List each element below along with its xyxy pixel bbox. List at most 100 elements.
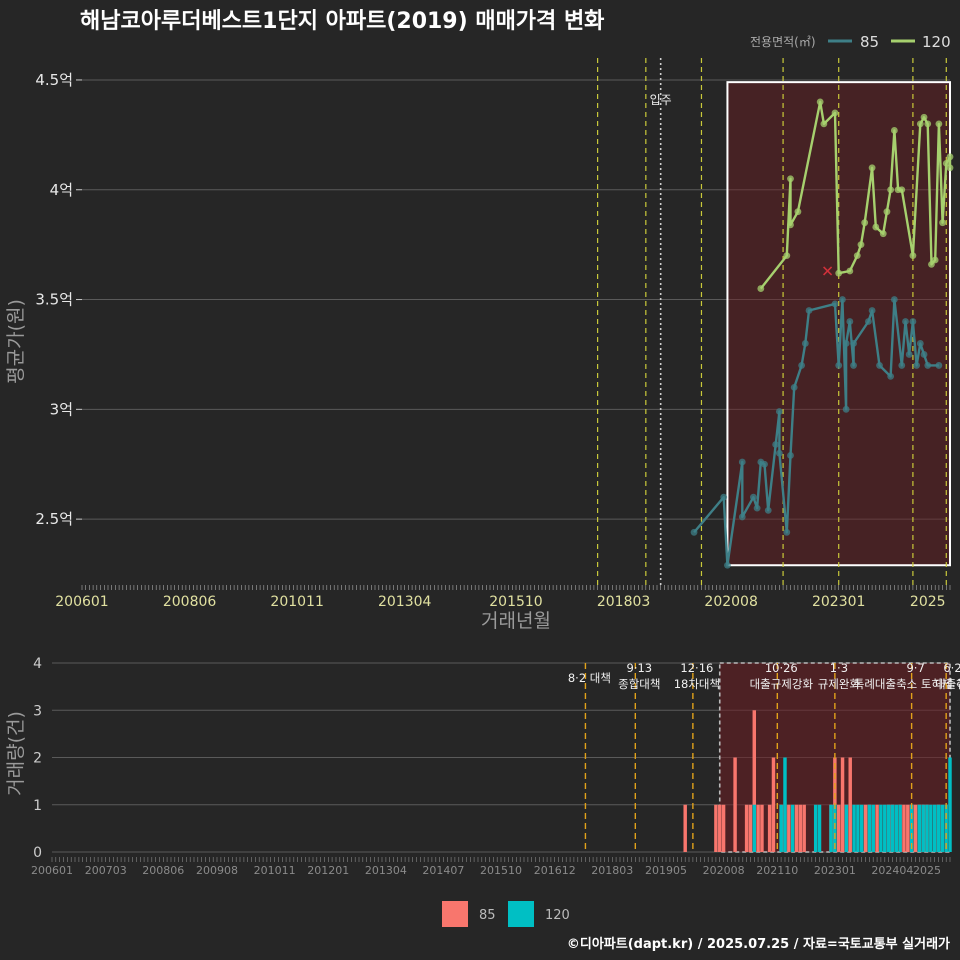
price-point-85 bbox=[775, 408, 783, 415]
volume-x-tick-label: 201304 bbox=[365, 864, 407, 877]
volume-bar-120 bbox=[948, 757, 952, 852]
price-point-85 bbox=[890, 296, 898, 303]
volume-y-axis-title: 거래량(건) bbox=[5, 711, 27, 796]
price-point-120 bbox=[787, 175, 794, 183]
price-point-120 bbox=[946, 164, 954, 172]
volume-bar-85 bbox=[863, 804, 868, 852]
price-point-85 bbox=[887, 372, 895, 380]
price-point-85 bbox=[924, 362, 932, 369]
volume-event-label: 8·2 대책 bbox=[568, 671, 611, 685]
price-y-axis-title: 평균가(원) bbox=[5, 299, 27, 384]
price-x-axis-title: 거래년월 bbox=[481, 610, 551, 632]
price-y-tick-label: 4.5억 bbox=[35, 71, 73, 89]
price-point-120 bbox=[794, 208, 802, 216]
volume-x-tick-label: 201905 bbox=[645, 864, 687, 877]
volume-y-tick-label: 4 bbox=[33, 656, 42, 672]
price-point-120 bbox=[916, 120, 924, 128]
volume-bar-120 bbox=[929, 804, 933, 852]
volume-x-tick-label: 200806 bbox=[142, 864, 184, 877]
price-point-85 bbox=[787, 452, 794, 459]
price-point-85 bbox=[690, 528, 698, 536]
volume-bar-85 bbox=[760, 804, 764, 852]
chart-title: 해남코아루더베스트1단지 아파트(2019) 매매가격 변화 bbox=[80, 9, 604, 34]
volume-event-label: 규제완화 bbox=[818, 677, 861, 691]
volume-event-label: 9·7 bbox=[906, 661, 924, 675]
price-point-85 bbox=[850, 362, 857, 369]
price-point-85 bbox=[805, 307, 813, 314]
volume-bar-85 bbox=[906, 804, 910, 852]
price-y-tick-label: 3억 bbox=[50, 400, 73, 418]
price-point-85 bbox=[839, 296, 846, 303]
volume-bar-120 bbox=[829, 804, 833, 852]
volume-bar-120 bbox=[932, 804, 937, 852]
volume-x-tick-label: 200703 bbox=[85, 864, 127, 877]
price-point-120 bbox=[783, 252, 791, 260]
volume-bar-120 bbox=[894, 804, 899, 852]
volume-bar-85 bbox=[767, 804, 772, 852]
price-point-120 bbox=[883, 208, 891, 216]
price-x-tick-label: 202008 bbox=[704, 594, 757, 610]
volume-bar-85 bbox=[748, 804, 753, 852]
move-in-label: 입주 bbox=[650, 93, 672, 107]
volume-bar-85 bbox=[721, 804, 726, 852]
volume-bar-120 bbox=[860, 804, 864, 852]
price-point-120 bbox=[935, 120, 943, 128]
price-y-tick-label: 3.5억 bbox=[35, 291, 73, 309]
volume-bar-120 bbox=[917, 804, 922, 852]
volume-bar-85 bbox=[836, 804, 841, 852]
price-point-85 bbox=[764, 506, 772, 514]
price-x-minor-ticks bbox=[81, 585, 951, 590]
price-x-tick-label: 200806 bbox=[163, 594, 217, 610]
volume-x-tick-label: 200601 bbox=[31, 864, 73, 877]
volume-bar-85 bbox=[875, 804, 879, 852]
top-legend-label-85: 85 bbox=[860, 33, 879, 51]
volume-event-label: 대출규제강화 bbox=[750, 677, 814, 691]
volume-x-tick-label: 2025 bbox=[913, 864, 941, 877]
bottom-legend-label-120: 120 bbox=[545, 908, 570, 923]
price-point-85 bbox=[738, 458, 746, 466]
price-point-120 bbox=[946, 153, 954, 161]
price-point-85 bbox=[738, 513, 746, 521]
volume-bar-120 bbox=[879, 804, 883, 852]
price-point-120 bbox=[820, 120, 828, 128]
bottom-legend-label-85: 85 bbox=[479, 908, 496, 923]
volume-chart: 0 1 2 3 4 8·2 대책 9·13 종합대책 12·16 18차대책 10·26 대출규제강화… bbox=[5, 656, 960, 877]
price-point-85 bbox=[798, 362, 806, 369]
volume-bar-85 bbox=[802, 804, 806, 852]
price-point-120 bbox=[931, 256, 939, 264]
volume-bar-85 bbox=[902, 804, 906, 852]
volume-x-tick-label: 201407 bbox=[422, 864, 464, 877]
volume-bar-85 bbox=[744, 804, 749, 852]
volume-y-tick-label: 3 bbox=[33, 703, 42, 719]
price-point-85 bbox=[842, 405, 850, 413]
price-x-tick-label: 201803 bbox=[597, 594, 650, 610]
volume-x-tick-label: 202008 bbox=[703, 864, 745, 877]
bottom-legend: 85 120 bbox=[442, 901, 570, 927]
volume-x-tick-label: 201612 bbox=[534, 864, 576, 877]
volume-bar-120 bbox=[898, 804, 902, 852]
price-point-85 bbox=[775, 449, 783, 457]
volume-bar-120 bbox=[886, 804, 891, 852]
volume-bar-85 bbox=[718, 804, 722, 852]
volume-bar-120 bbox=[883, 804, 887, 852]
volume-bar-85 bbox=[787, 804, 791, 852]
price-point-120 bbox=[879, 230, 887, 238]
price-point-85 bbox=[898, 362, 906, 369]
volume-bar-120 bbox=[921, 804, 925, 852]
volume-bar-120 bbox=[867, 804, 872, 852]
price-point-85 bbox=[753, 504, 761, 512]
volume-x-tick-label: 201510 bbox=[480, 864, 522, 877]
price-point-85 bbox=[835, 362, 843, 369]
volume-event-label: 18차대책 bbox=[674, 677, 720, 691]
price-point-85 bbox=[750, 493, 757, 501]
volume-bar-120 bbox=[813, 804, 818, 852]
price-point-85 bbox=[909, 318, 917, 325]
price-point-85 bbox=[916, 340, 924, 347]
price-point-85 bbox=[790, 383, 798, 391]
price-mean-marker bbox=[823, 266, 833, 276]
price-point-85 bbox=[772, 441, 780, 448]
volume-y-tick-label: 0 bbox=[33, 845, 42, 861]
price-x-tick-label: 201304 bbox=[378, 594, 432, 610]
